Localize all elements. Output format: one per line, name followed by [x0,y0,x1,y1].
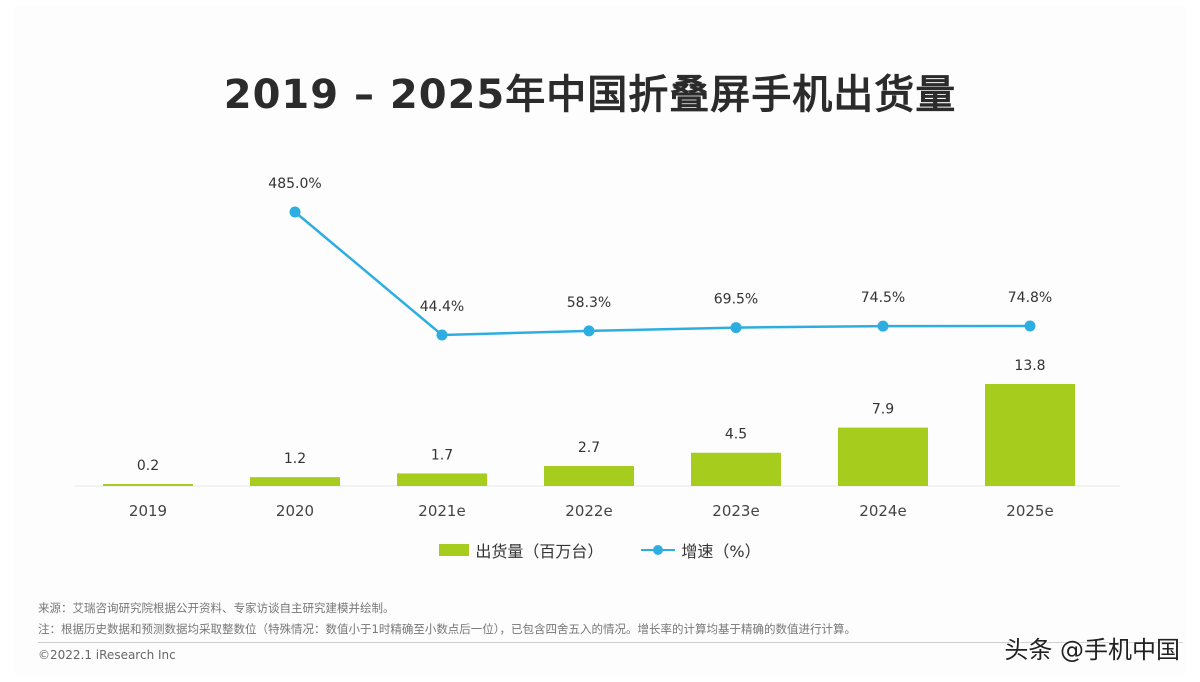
x-tick-label: 2025e [1006,502,1053,520]
bar-value-label: 2.7 [578,440,600,456]
growth-point-2024e [877,320,889,332]
source-note: 来源：艾瑞咨询研究院根据公开资料、专家访谈自主研究建模并绘制。 [38,601,395,615]
chart-title: 2019 – 2025年中国折叠屏手机出货量 [223,72,957,118]
growth-line [294,211,1031,337]
growth-value-label: 58.3% [567,295,611,311]
legend-label-shipments: 出货量（百万台） [475,542,604,561]
bar-2025e [985,384,1075,486]
growth-value-label: 44.4% [420,299,464,315]
growth-value-label: 74.5% [861,290,905,306]
bar-2022e [544,466,634,486]
legend-label-growth: 增速（%） [681,542,761,561]
footnotes: 来源：艾瑞咨询研究院根据公开资料、专家访谈自主研究建模并绘制。 注：根据历史数据… [38,598,1088,640]
x-tick-label: 2024e [859,502,906,520]
bar-2023e [691,452,781,486]
copyright-text: ©2022.1 iResearch Inc [38,648,176,662]
growth-value-label: 74.8% [1008,290,1052,306]
footer-divider [38,642,1183,643]
method-note: 注：根据历史数据和预测数据均采取整数位（特殊情况：数值小于1时精确至小数点后一位… [38,622,857,636]
growth-point-2023e [730,322,742,334]
growth-point-2025e [1024,320,1036,332]
growth-point-2022e [583,325,595,337]
legend-swatch-bar [439,544,470,556]
bar-value-label: 4.5 [725,427,747,443]
bar-value-label: 7.9 [872,402,894,418]
x-tick-label: 2021e [418,502,465,520]
legend-item-shipments: 出货量（百万台） [439,538,603,562]
legend-swatch-line [641,543,676,557]
x-tick-label: 2020 [276,502,314,520]
bar-2019 [103,484,193,486]
growth-point-2021e [436,329,448,341]
chart-frame [14,6,1186,676]
legend-item-growth: 增速（%） [641,538,761,562]
chart-legend: 出货量（百万台） 增速（%） [0,538,1200,562]
bar-value-label: 1.2 [284,451,306,467]
bar-value-label: 13.8 [1014,358,1045,374]
growth-value-label: 69.5% [714,292,758,308]
bar-2024e [838,427,928,486]
bar-value-label: 1.7 [431,447,453,463]
x-tick-label: 2023e [712,502,759,520]
bar-value-label: 0.2 [137,458,159,474]
x-tick-label: 2022e [565,502,612,520]
growth-value-label: 485.0% [268,176,321,192]
growth-point-2020 [289,206,301,218]
watermark-text: 头条 @手机中国 [1004,636,1180,664]
x-tick-label: 2019 [129,502,167,520]
bar-2020 [250,477,340,486]
bar-2021e [397,473,487,486]
